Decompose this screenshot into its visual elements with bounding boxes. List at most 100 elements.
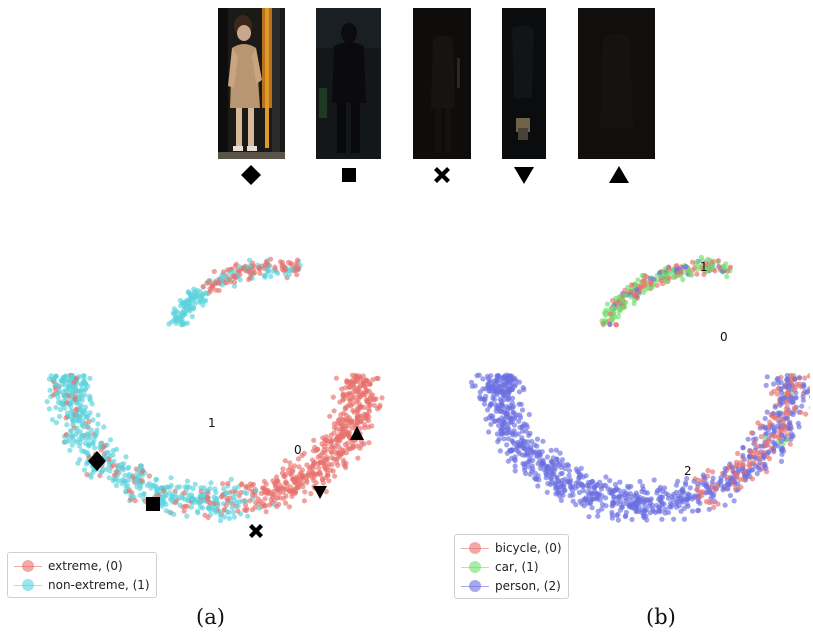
scatter-point: [354, 377, 360, 384]
scatter-point: [589, 496, 596, 502]
scatter-point: [337, 428, 343, 434]
scatter-point: [84, 414, 90, 420]
scatter-point: [615, 496, 621, 502]
scatter-point: [619, 305, 626, 311]
scatter-point: [237, 277, 243, 283]
scatter-point: [91, 437, 97, 443]
scatter-point: [638, 283, 644, 289]
scatter-point: [76, 374, 82, 380]
scatter-point: [278, 259, 284, 265]
scatter-point: [181, 490, 187, 496]
scatter-point: [100, 444, 106, 450]
scatter-point: [548, 481, 554, 488]
scatter-point: [709, 265, 716, 271]
cluster-label: 1: [208, 416, 216, 430]
scatter-point: [348, 383, 354, 389]
scatter-point: [782, 427, 788, 433]
scatter-point: [375, 375, 381, 382]
scatter-point: [741, 477, 747, 483]
scatter-point: [198, 488, 204, 494]
scatter-point: [87, 472, 93, 478]
scatter-point: [640, 483, 646, 489]
scatter-point: [495, 405, 501, 411]
scatter-point: [225, 480, 231, 486]
cluster-label: 0: [294, 443, 302, 457]
scatter-point: [361, 404, 367, 410]
scatter-point: [506, 373, 512, 379]
scatter-point: [213, 489, 219, 495]
scatter-point: [283, 479, 289, 485]
scatter-point: [762, 461, 768, 467]
scatter-point: [680, 499, 686, 505]
scatter-point: [189, 492, 195, 498]
scatter-point: [613, 321, 619, 328]
scatter-point: [648, 279, 654, 285]
scatter-point: [570, 492, 576, 498]
scatter-point: [111, 476, 117, 482]
scatter-point: [566, 472, 572, 479]
square-marker: [146, 497, 160, 511]
scatter-point: [509, 432, 515, 438]
scatter-point: [603, 307, 609, 313]
scatter-point: [64, 400, 70, 406]
scatter-point: [252, 504, 258, 510]
scatter-point: [351, 394, 357, 400]
cross-icon: [434, 167, 450, 183]
scatter-point: [483, 386, 489, 392]
scatter-point: [167, 484, 173, 490]
scatter-point: [788, 395, 794, 402]
scatter-point: [544, 489, 550, 495]
scatter-point: [496, 417, 502, 423]
scatter-point: [573, 502, 579, 508]
scatter-point: [763, 382, 769, 388]
scatter-point: [540, 438, 546, 444]
triangle-down-marker: [313, 486, 327, 499]
scatter-point: [210, 284, 216, 290]
scatter-point: [755, 465, 761, 471]
scatter-point: [54, 391, 61, 397]
scatter-point: [333, 375, 339, 381]
scatter-point: [211, 268, 217, 275]
scatter-point: [736, 468, 742, 474]
scatter-point: [177, 502, 183, 508]
scatter-point: [63, 415, 69, 421]
scatter-point: [72, 396, 78, 403]
scatter-point: [600, 320, 606, 327]
scatter-point: [77, 443, 83, 449]
scatter-point: [515, 439, 521, 446]
scatter-point: [299, 480, 305, 486]
caption-a: (a): [196, 605, 225, 629]
scatter-point: [236, 264, 242, 270]
scatter-point: [301, 498, 307, 504]
scatter-point: [495, 439, 501, 445]
scatter-point: [78, 392, 84, 398]
scatter-point: [685, 503, 691, 509]
scatter-point: [329, 455, 335, 461]
scatter-point: [364, 416, 370, 422]
scatter-point: [166, 321, 172, 327]
scatter-point: [72, 389, 78, 395]
scatter-point: [584, 500, 590, 506]
scatter-point: [252, 492, 258, 498]
scatter-point: [496, 422, 502, 428]
scatter-point: [217, 517, 224, 524]
scatter-point: [85, 431, 91, 437]
scatter-point: [607, 311, 613, 317]
scatter-point: [221, 486, 227, 492]
scatter-point: [497, 448, 503, 454]
scatter-point: [123, 454, 129, 460]
scatter-point: [301, 450, 307, 456]
scatter-point: [526, 411, 532, 418]
scatter-point: [609, 512, 615, 518]
scatter-point: [514, 412, 520, 418]
scatter-point: [570, 498, 576, 504]
scatter-point: [562, 465, 568, 472]
scatter-point: [809, 406, 810, 410]
scatter-point: [137, 483, 144, 489]
scatter-point: [185, 300, 191, 306]
scatter-point: [288, 472, 294, 478]
scatter-point: [750, 451, 756, 457]
scatter-panel-a: 1 0: [0, 235, 400, 545]
scatter-point: [294, 272, 300, 278]
scatter-point: [500, 419, 506, 425]
